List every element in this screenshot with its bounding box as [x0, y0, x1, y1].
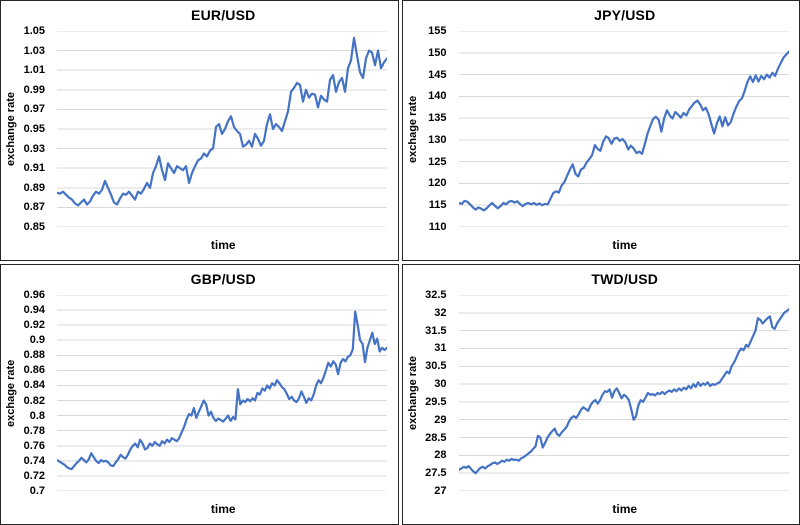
chart-panel-eur-usd: EUR/USD exchange rate 1.05 1.03 1.01 0.99 0.…: [0, 0, 399, 261]
y-tick-label: 130: [428, 133, 447, 146]
chart-title: TWD/USD: [591, 271, 659, 287]
y-tick-label: 27: [434, 485, 447, 497]
y-tick-label: 0.78: [23, 424, 45, 437]
y-tick-label: 120: [428, 177, 447, 190]
y-tick-label: 32: [434, 306, 447, 319]
chart-title: GBP/USD: [190, 271, 256, 287]
chart-title: EUR/USD: [191, 7, 256, 23]
y-tick-label: 115: [428, 199, 447, 212]
y-axis-ticks: 155 150 145 140 135 130 125 120 115 110: [403, 1, 453, 260]
x-axis-label: time: [210, 502, 236, 516]
y-tick-label: 125: [428, 155, 447, 168]
line-plot: [57, 295, 387, 491]
y-tick-label: 0.76: [23, 439, 45, 452]
x-axis-label: time: [612, 502, 638, 516]
y-tick-label: 0.84: [23, 379, 45, 392]
y-axis-ticks: 0.96 0.94 0.92 0.9 0.88 0.86 0.84 0.82 0.8 0.78 0.…: [1, 265, 51, 524]
y-tick-label: 0.93: [23, 142, 45, 155]
chart-panel-jpy-usd: JPY/USD exchage rate 155 150 145 140 135 130 1…: [401, 0, 800, 261]
y-tick-label: 0.96: [23, 289, 45, 301]
y-tick-label: 0.7: [29, 485, 45, 497]
y-tick-label: 155: [428, 25, 447, 37]
y-tick-label: 0.87: [23, 201, 45, 214]
chart-panel-gbp-usd: GBP/USD exchage rate 0.96 0.94 0.92 0.9 0.88…: [0, 264, 399, 525]
y-tick-label: 0.8: [29, 409, 45, 422]
y-axis-ticks: 1.05 1.03 1.01 0.99 0.97 0.95 0.93 0.91 0.89 0.87…: [1, 1, 51, 260]
y-tick-label: 0.95: [23, 123, 45, 135]
y-tick-label: 1.05: [23, 25, 45, 37]
y-tick-label: 0.91: [23, 162, 45, 175]
y-tick-label: 0.97: [23, 103, 45, 116]
y-tick-label: 0.99: [23, 83, 45, 96]
y-axis-ticks: 32.5 32 31.5 31 30.5 30 29.5 29 28.5 28 27.5 27: [403, 265, 453, 524]
y-tick-label: 0.94: [23, 304, 45, 317]
y-tick-label: 0.9: [29, 334, 45, 347]
y-tick-label: 32.5: [425, 289, 447, 301]
y-tick-label: 1.01: [23, 64, 45, 77]
y-tick-label: 140: [428, 90, 447, 103]
y-tick-label: 28.5: [425, 431, 447, 444]
y-tick-label: 27.5: [425, 467, 447, 480]
line-plot: [57, 31, 387, 227]
y-tick-label: 29.5: [425, 395, 447, 408]
y-tick-label: 31: [434, 342, 447, 355]
chart-title: JPY/USD: [594, 7, 656, 23]
y-tick-label: 1.03: [23, 44, 45, 57]
x-axis-label: time: [612, 238, 638, 252]
y-tick-label: 31.5: [425, 324, 447, 337]
y-tick-label: 135: [428, 112, 447, 125]
y-tick-label: 0.88: [23, 349, 45, 362]
y-tick-label: 145: [428, 68, 447, 81]
y-tick-label: 30: [434, 378, 447, 391]
y-tick-label: 0.72: [23, 469, 45, 482]
line-plot: [458, 295, 789, 491]
y-tick-label: 29: [434, 413, 447, 426]
y-tick-label: 0.82: [23, 394, 45, 407]
y-tick-label: 150: [428, 46, 447, 59]
x-axis-label: time: [210, 238, 236, 252]
y-tick-label: 110: [428, 221, 447, 233]
line-plot: [458, 31, 789, 227]
y-tick-label: 30.5: [425, 360, 447, 373]
chart-panel-twd-usd: TWD/USD exchange rate 32.5 32 31.5 31 30.5 30…: [401, 264, 800, 525]
y-tick-label: 0.89: [23, 181, 45, 194]
y-tick-label: 28: [434, 449, 447, 462]
y-tick-label: 0.86: [23, 364, 45, 377]
y-tick-label: 0.74: [23, 454, 45, 467]
y-tick-label: 0.92: [23, 319, 45, 332]
y-tick-label: 0.85: [23, 221, 45, 233]
